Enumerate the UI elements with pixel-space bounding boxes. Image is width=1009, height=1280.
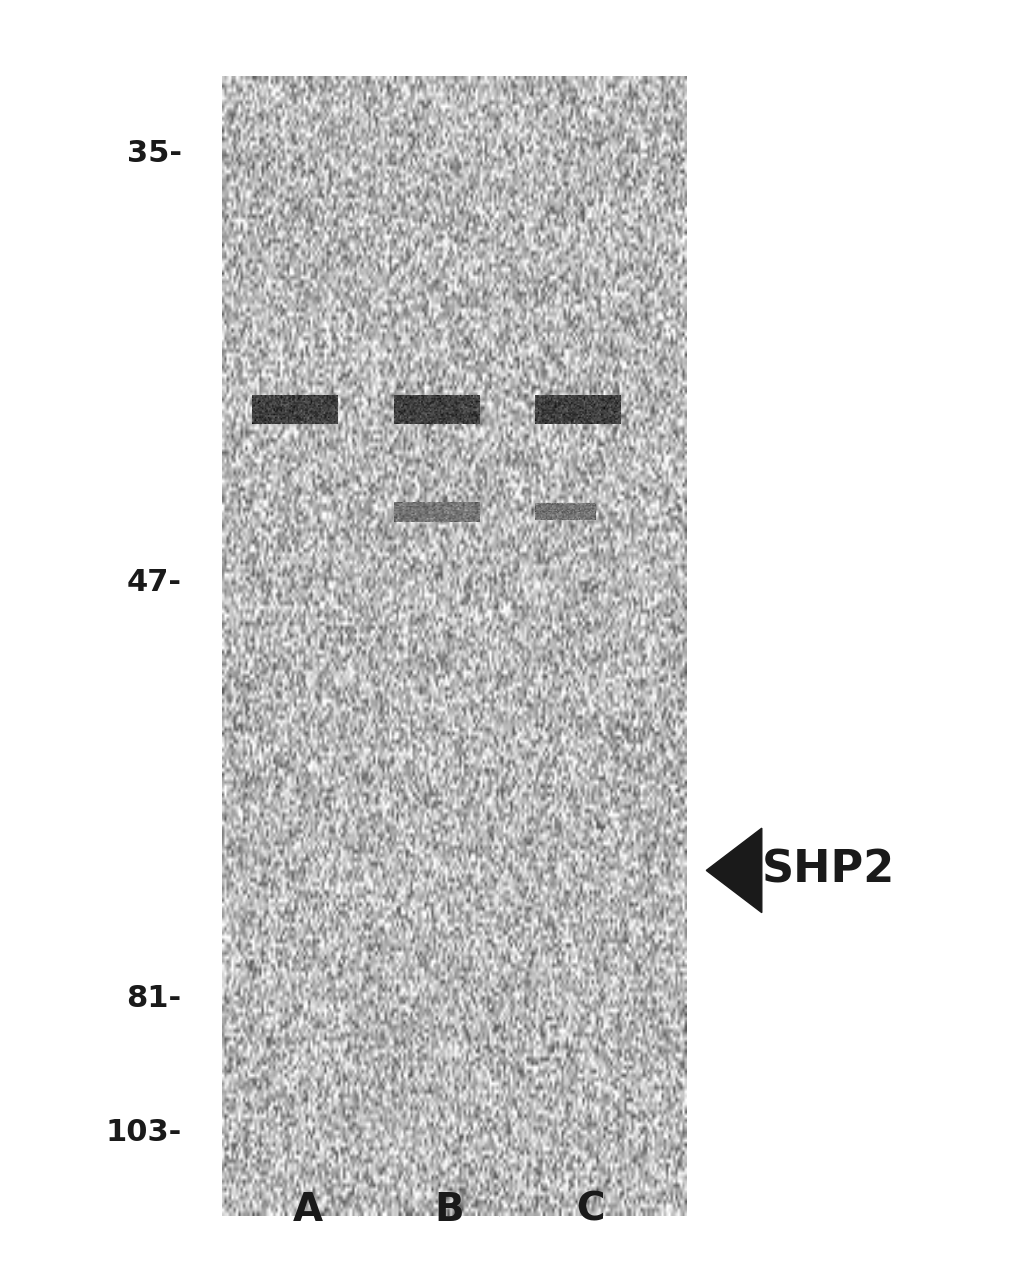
Text: SHP2: SHP2	[762, 849, 895, 892]
Text: C: C	[576, 1190, 604, 1229]
Text: 47-: 47-	[126, 568, 182, 596]
Text: B: B	[434, 1190, 464, 1229]
Text: A: A	[293, 1190, 323, 1229]
Text: 103-: 103-	[105, 1119, 182, 1147]
Polygon shape	[706, 828, 762, 913]
Text: 81-: 81-	[126, 984, 182, 1012]
Text: 35-: 35-	[126, 140, 182, 168]
